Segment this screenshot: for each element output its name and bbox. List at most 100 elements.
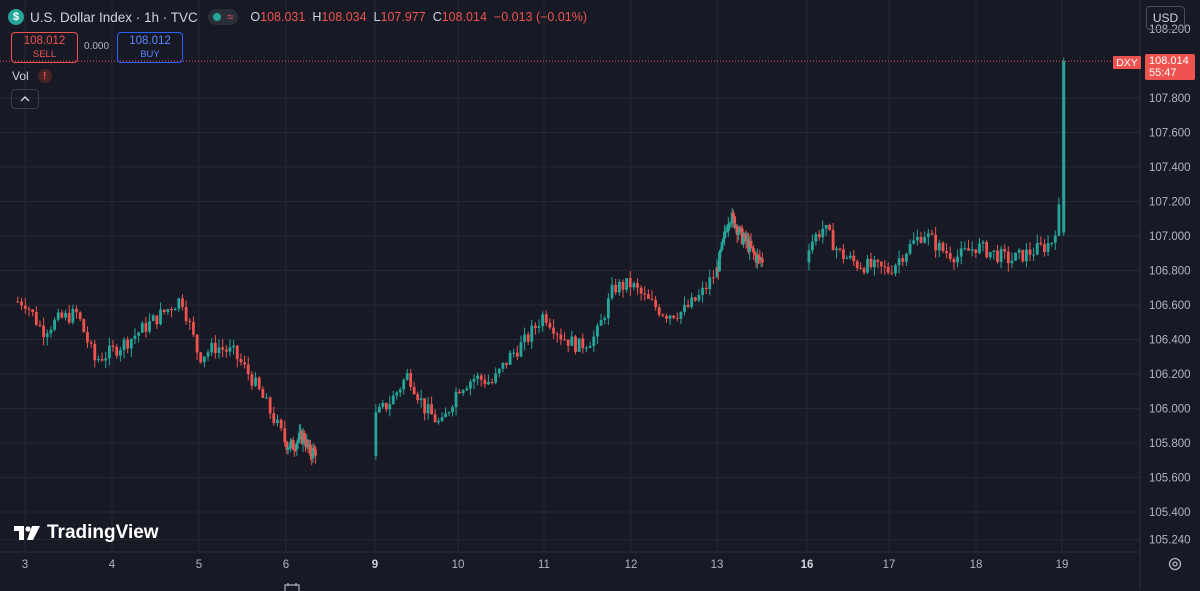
price-tick-label: 107.400 bbox=[1149, 162, 1191, 174]
candle-body bbox=[1024, 249, 1028, 262]
candle-body bbox=[391, 395, 395, 405]
market-open-icon bbox=[212, 13, 221, 21]
candle-body bbox=[515, 352, 519, 357]
candle-body bbox=[697, 295, 701, 301]
collapse-indicators-button[interactable] bbox=[11, 89, 39, 109]
candle-body bbox=[721, 238, 725, 243]
candle-body bbox=[742, 237, 745, 245]
candle-body bbox=[1046, 242, 1050, 252]
last-price-value: 108.014 bbox=[1149, 55, 1189, 67]
candle-body bbox=[497, 368, 501, 374]
candle-body bbox=[213, 342, 217, 353]
candle-body bbox=[268, 397, 272, 414]
candle-body bbox=[862, 268, 866, 273]
candle-body bbox=[512, 352, 516, 354]
candle-body bbox=[210, 342, 214, 353]
candle-body bbox=[559, 334, 563, 340]
open-label: O bbox=[250, 10, 261, 24]
candle-body bbox=[718, 252, 721, 272]
time-tick-label: 12 bbox=[625, 559, 638, 571]
candle-body bbox=[908, 243, 912, 254]
candle-body bbox=[1039, 242, 1043, 245]
candle-body bbox=[708, 277, 712, 290]
candle-body bbox=[715, 267, 719, 278]
price-tick-label: 107.800 bbox=[1149, 93, 1191, 105]
time-axis[interactable]: 3 4 5 6 9 10 11 12 13 16 17 18 19 bbox=[0, 551, 1140, 571]
candle-body bbox=[505, 362, 508, 365]
candle-body bbox=[483, 379, 487, 385]
candle-body bbox=[585, 347, 588, 349]
candle-body bbox=[650, 298, 654, 300]
sell-button[interactable]: 108.012 SELL bbox=[11, 32, 78, 63]
candle-body bbox=[876, 259, 880, 262]
candle-body bbox=[295, 443, 299, 450]
candle-body bbox=[930, 233, 934, 235]
price-tick-label: 106.800 bbox=[1149, 266, 1191, 278]
candle-body bbox=[948, 253, 952, 259]
candle-body bbox=[224, 349, 228, 352]
candle-body bbox=[144, 323, 148, 332]
candle-body bbox=[254, 377, 257, 386]
candle-body bbox=[704, 287, 708, 290]
candle-body bbox=[883, 266, 887, 268]
candle-body bbox=[490, 382, 494, 384]
candle-body bbox=[202, 356, 206, 363]
price-axis-bg bbox=[1140, 0, 1200, 590]
candle-body bbox=[534, 325, 537, 328]
symbol-title[interactable]: U.S. Dollar Index · 1h · TVC bbox=[30, 9, 198, 25]
volume-indicator[interactable]: Vol ! bbox=[12, 69, 52, 83]
currency-selector[interactable]: USD bbox=[1146, 6, 1185, 30]
candle-body bbox=[20, 301, 23, 306]
candle-body bbox=[945, 251, 948, 254]
candle-body bbox=[807, 250, 811, 263]
candle-body bbox=[454, 391, 458, 408]
chart-grid bbox=[0, 0, 1140, 552]
candle-body bbox=[828, 225, 832, 230]
candle-body bbox=[636, 283, 639, 288]
settings-icon[interactable] bbox=[1167, 556, 1183, 572]
candle-body bbox=[530, 325, 534, 342]
candle-body bbox=[814, 234, 818, 242]
candle-body bbox=[897, 258, 901, 266]
candle-body bbox=[526, 334, 530, 342]
candle-body bbox=[842, 249, 845, 259]
price-tick-label: 106.600 bbox=[1149, 300, 1191, 312]
candle-body bbox=[381, 402, 385, 407]
candle-body bbox=[1017, 249, 1021, 253]
candle-body bbox=[206, 352, 210, 357]
dollar-icon: $ bbox=[8, 9, 24, 25]
time-tick-label: 6 bbox=[283, 559, 289, 571]
candle-body bbox=[1043, 244, 1046, 252]
calendar-icon[interactable] bbox=[284, 583, 300, 591]
candle-body bbox=[388, 404, 392, 410]
warning-icon[interactable]: ! bbox=[37, 69, 52, 83]
candle-body bbox=[869, 258, 873, 268]
price-tick-label: 105.400 bbox=[1149, 507, 1191, 519]
change-value: −0.013 (−0.01%) bbox=[493, 10, 588, 24]
market-status[interactable]: ≈ bbox=[207, 9, 239, 25]
candle-body bbox=[447, 412, 451, 414]
symbol-price-label: DXY bbox=[1113, 56, 1141, 69]
candle-body bbox=[606, 298, 610, 319]
candle-body bbox=[981, 241, 985, 244]
time-tick-label: 9 bbox=[372, 559, 378, 571]
candle-body bbox=[757, 254, 760, 257]
tradingview-logo[interactable]: TradingView bbox=[14, 522, 159, 544]
price-tick-label: 106.200 bbox=[1149, 369, 1191, 381]
time-tick-label: 17 bbox=[883, 559, 896, 571]
time-tick-label: 18 bbox=[970, 559, 983, 571]
candle-body bbox=[287, 447, 291, 449]
price-axis[interactable]: 108.200 107.800 107.600 107.400 107.200 107.0… bbox=[1139, 0, 1200, 590]
candle-body bbox=[665, 315, 668, 319]
candle-body bbox=[122, 339, 126, 351]
buy-label: BUY bbox=[140, 48, 160, 60]
candle-body bbox=[952, 258, 956, 263]
candle-body bbox=[752, 248, 755, 253]
candle-body bbox=[720, 242, 724, 250]
candle-body bbox=[890, 272, 894, 274]
candle-body bbox=[111, 345, 115, 348]
candle-body bbox=[38, 324, 42, 326]
candle-body bbox=[749, 240, 753, 248]
buy-button[interactable]: 108.012 BUY bbox=[117, 32, 183, 63]
